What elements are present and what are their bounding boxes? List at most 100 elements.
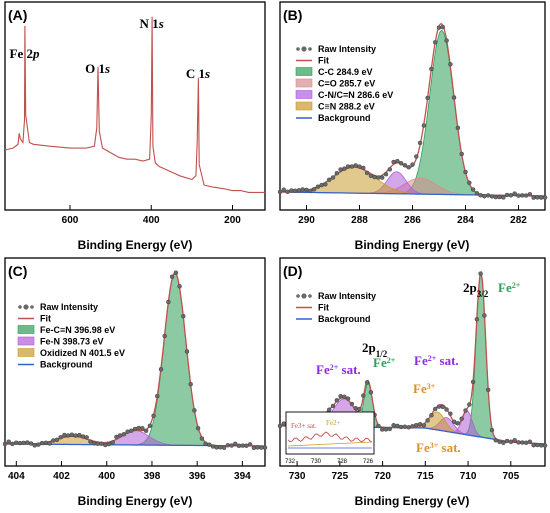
raw-point	[39, 440, 45, 446]
legend-item: Fe-C≡N 396.98 eV	[17, 325, 115, 335]
raw-point	[398, 424, 404, 430]
legend-label: Fit	[318, 303, 329, 313]
raw-point	[304, 187, 309, 193]
raw-point	[406, 425, 411, 430]
legend-item: Fe-N 398.73 eV	[17, 337, 104, 347]
raw-point	[531, 195, 536, 200]
panel-d: (D) 730 725 720 715 710 705 Raw IntensityFitB…	[277, 257, 548, 508]
raw-point	[448, 411, 453, 416]
inset-tick-label: 726	[363, 459, 374, 465]
raw-point	[84, 435, 89, 440]
legend-label: C=O 285.7 eV	[318, 79, 375, 89]
raw-point	[345, 396, 351, 401]
legend-item: Background	[18, 360, 93, 370]
raw-point	[451, 419, 457, 424]
raw-point	[281, 421, 286, 426]
x-tick-label: 600	[62, 215, 79, 226]
raw-point	[542, 443, 548, 448]
legend-label: Fit	[318, 56, 329, 66]
raw-point	[125, 429, 130, 434]
raw-point	[151, 413, 156, 418]
x-tick-label: 200	[224, 215, 241, 226]
legend-label: Fe-N 398.73 eV	[40, 337, 104, 347]
panel-c-label: (C)	[8, 263, 27, 279]
raw-point	[247, 442, 253, 447]
legend-raw-marker	[18, 305, 22, 309]
raw-point	[383, 427, 389, 432]
raw-point	[210, 444, 216, 449]
raw-point	[240, 443, 245, 448]
raw-point	[195, 426, 201, 431]
raw-point	[425, 418, 430, 423]
raw-point	[527, 192, 533, 197]
x-tick-label: 396	[189, 471, 206, 482]
raw-point	[121, 432, 127, 437]
inset-fe3-sat	[287, 441, 373, 447]
panel-d-label: (D)	[283, 263, 302, 279]
raw-point	[308, 188, 313, 194]
legend-swatch	[295, 90, 313, 99]
inset-label: Fe2+	[326, 419, 341, 427]
raw-point	[523, 440, 529, 445]
raw-point	[285, 189, 290, 195]
raw-point	[421, 123, 427, 128]
raw-point	[181, 314, 186, 319]
raw-point	[99, 441, 104, 446]
raw-point	[504, 438, 510, 444]
raw-point	[214, 445, 219, 450]
raw-point	[470, 379, 476, 385]
legend-raw-marker	[23, 304, 29, 310]
raw-point	[474, 191, 480, 196]
raw-point	[207, 442, 212, 447]
raw-point	[95, 441, 101, 446]
x-tick-label: 725	[331, 471, 348, 482]
raw-point	[387, 167, 392, 172]
legend-item: C-C 284.9 eV	[295, 67, 373, 77]
raw-point	[103, 442, 108, 448]
raw-point	[459, 151, 464, 157]
raw-point	[169, 274, 175, 279]
raw-point	[486, 193, 491, 198]
raw-point	[47, 441, 52, 446]
raw-point	[229, 443, 234, 448]
raw-point	[51, 438, 56, 443]
inset-frame	[285, 411, 375, 455]
raw-point	[380, 175, 385, 180]
legend-label: Raw Intensity	[40, 302, 98, 312]
raw-point	[406, 165, 411, 170]
raw-point	[281, 187, 286, 192]
x-tick-label: 288	[351, 215, 368, 226]
raw-point	[414, 154, 419, 159]
raw-point	[410, 424, 415, 429]
raw-point	[330, 175, 336, 180]
raw-point	[463, 169, 468, 175]
raw-point	[136, 425, 141, 431]
raw-point	[236, 443, 242, 448]
panel-a-survey-line	[4, 16, 265, 193]
raw-point	[342, 166, 347, 171]
x-tick-label: 282	[510, 215, 527, 226]
raw-point	[376, 175, 381, 180]
raw-point	[501, 195, 506, 200]
raw-point	[10, 441, 15, 447]
raw-point	[21, 440, 26, 446]
raw-point	[376, 423, 381, 429]
raw-point	[162, 333, 167, 339]
inset-label: Fe3+ sat.	[291, 422, 317, 430]
legend-label: Raw Intensity	[318, 291, 376, 301]
legend-swatch	[295, 101, 313, 111]
raw-point	[255, 445, 260, 450]
raw-point	[342, 394, 347, 399]
raw-point	[147, 423, 153, 428]
raw-point	[444, 38, 449, 43]
raw-point	[383, 171, 389, 177]
raw-point	[436, 25, 442, 30]
legend-swatch	[17, 325, 35, 334]
legend-raw-marker	[301, 46, 307, 52]
raw-point	[62, 432, 67, 438]
raw-point	[504, 192, 510, 198]
raw-point	[429, 413, 434, 418]
raw-point	[330, 403, 336, 409]
raw-point	[233, 441, 238, 446]
